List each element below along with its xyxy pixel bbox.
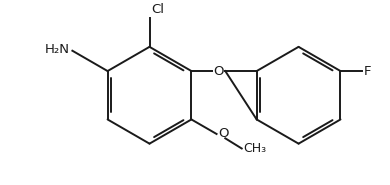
Text: Cl: Cl — [151, 3, 165, 16]
Text: O: O — [218, 127, 229, 140]
Text: H₂N: H₂N — [44, 43, 69, 56]
Text: CH₃: CH₃ — [244, 142, 267, 155]
Text: F: F — [364, 65, 371, 78]
Text: O: O — [213, 65, 224, 78]
